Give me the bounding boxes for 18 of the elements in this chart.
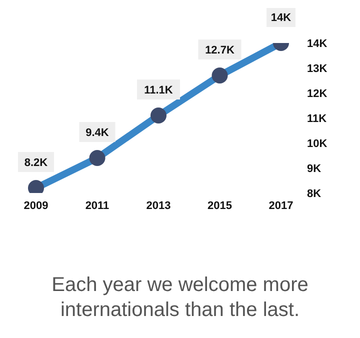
y-tick-label: 12K xyxy=(307,88,328,100)
y-tick-label: 10K xyxy=(307,138,328,150)
x-tick-label: 2015 xyxy=(208,200,232,212)
y-tick-label: 11K xyxy=(307,112,327,125)
data-label: 11.1K xyxy=(144,84,173,96)
data-label: 9.4K xyxy=(86,127,109,139)
data-label: 8.2K xyxy=(24,157,48,169)
y-tick-label: 13K xyxy=(307,62,328,75)
y-tick-label: 9K xyxy=(307,162,322,175)
y-tick-label: 14K xyxy=(307,38,328,50)
data-label: 14K xyxy=(270,12,292,24)
data-label: 12.7K xyxy=(205,44,234,56)
x-tick-label: 2009 xyxy=(24,200,48,212)
x-tick-label: 2017 xyxy=(268,200,294,212)
y-tick-label: 8K xyxy=(307,188,322,200)
x-tick-label: 2011 xyxy=(85,200,110,212)
text: Each year we welcome more internationals than the last. xyxy=(50,273,310,323)
x-tick-label: 2013 xyxy=(146,200,171,212)
